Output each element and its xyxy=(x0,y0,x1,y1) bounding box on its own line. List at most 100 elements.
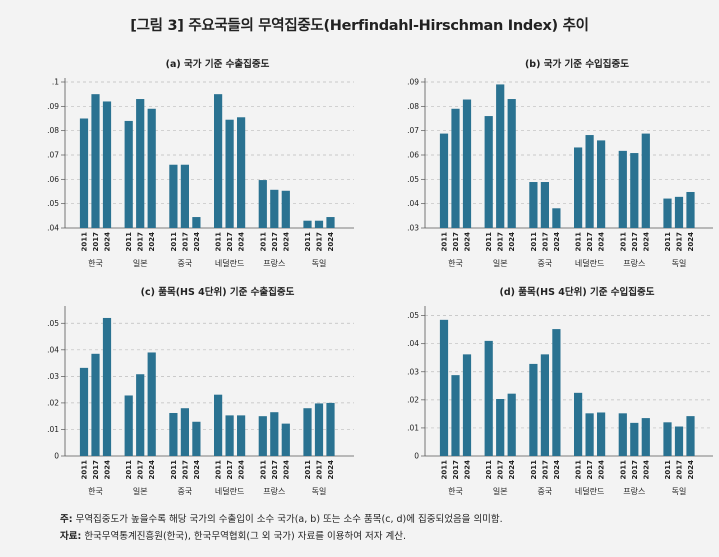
chart-b-bar xyxy=(574,147,583,228)
chart-b-ytick-label: .07 xyxy=(407,126,419,135)
chart-d-year-label: 2017 xyxy=(586,460,594,480)
chart-a-bar xyxy=(102,101,112,228)
chart-b-year-label: 2024 xyxy=(464,232,472,252)
chart-d-bar xyxy=(484,340,493,456)
chart-b-year-label: 2024 xyxy=(687,232,695,252)
chart-a-year-label: 2011 xyxy=(125,232,133,252)
chart-b-bar xyxy=(484,116,493,228)
chart-a-bar xyxy=(326,217,335,228)
chart-c-ytick-label: .02 xyxy=(47,398,59,407)
chart-a-year-label: 2024 xyxy=(238,232,246,252)
chart-c-year-label: 2017 xyxy=(271,460,279,480)
chart-b-year-label: 2011 xyxy=(664,232,672,252)
chart-c-bar xyxy=(303,408,312,456)
chart-d-ytick-label: 0 xyxy=(414,452,419,461)
chart-c-bar xyxy=(314,403,324,456)
chart-b-bar xyxy=(462,99,472,228)
chart-c-year-label: 2017 xyxy=(92,460,100,480)
chart-b-year-label: 2017 xyxy=(586,232,594,252)
chart-a-bar xyxy=(91,94,100,228)
chart-b-bar xyxy=(585,135,594,228)
chart-b-bar xyxy=(618,150,627,228)
chart-a-bar xyxy=(180,164,189,228)
chart-a-ytick-label: .04 xyxy=(47,224,59,233)
chart-b-bar xyxy=(540,182,549,228)
chart-a-year-label: 2017 xyxy=(181,232,189,252)
chart-c-year-label: 2017 xyxy=(226,460,234,480)
chart-b-category-label: 일본 xyxy=(493,259,508,268)
chart-a-year-label: 2011 xyxy=(170,232,178,252)
chart-a-category-label: 독일 xyxy=(312,259,327,268)
chart-a-bar xyxy=(124,120,133,228)
chart-d-year-label: 2024 xyxy=(687,460,695,480)
chart-b-year-label: 2011 xyxy=(485,232,493,252)
chart-a-ytick-label: .07 xyxy=(47,151,59,160)
chart-c-year-label: 2011 xyxy=(170,460,178,480)
chart-c-category-label: 네덜란드 xyxy=(215,486,244,496)
chart-a-ytick-label: .06 xyxy=(47,175,59,184)
chart-c-bar xyxy=(180,408,189,456)
chart-c-bar xyxy=(102,317,112,456)
chart-c-bar xyxy=(258,416,267,456)
chart-b-year-label: 2024 xyxy=(642,232,650,252)
chart-d-bar xyxy=(585,413,594,456)
chart-a-bar xyxy=(270,189,279,228)
chart-b-category-label: 네덜란드 xyxy=(575,258,604,268)
chart-b-year-label: 2011 xyxy=(530,232,538,252)
chart-a-year-label: 2024 xyxy=(104,232,112,252)
chart-c-year-label: 2011 xyxy=(304,460,312,480)
chart-b-ytick-label: .05 xyxy=(407,175,419,184)
chart-c-category-label: 프랑스 xyxy=(263,486,285,496)
chart-a-bar xyxy=(214,94,223,228)
chart-c-year-label: 2024 xyxy=(104,460,112,480)
chart-a-bar xyxy=(281,190,290,228)
chart-a-bar xyxy=(258,180,267,228)
chart-d-ytick-label: .02 xyxy=(407,395,419,404)
chart-d-year-label: 2017 xyxy=(452,460,460,480)
chart-d-year-label: 2011 xyxy=(441,460,449,480)
source-label: 자료: xyxy=(60,531,82,542)
panel-d-import-concentration-by-product: (d) 품목(HS 4단위) 기준 수입집중도 0 .01 .02 .03 .04 .05 2… xyxy=(360,278,719,503)
chart-d-svg: (d) 품목(HS 4단위) 기준 수입집중도 0 .01 .02 .03 .04 .05 2… xyxy=(407,286,713,496)
chart-c-bar xyxy=(136,374,145,456)
chart-b-ytick-label: .04 xyxy=(407,199,419,208)
chart-a-year-label: 2011 xyxy=(304,232,312,252)
chart-d-bar xyxy=(540,354,549,456)
chart-c-bar xyxy=(225,415,234,456)
chart-b-category-label: 프랑스 xyxy=(623,258,645,268)
chart-b-year-label: 2024 xyxy=(508,232,516,252)
chart-c-year-label: 2024 xyxy=(148,460,156,480)
chart-b-year-label: 2024 xyxy=(598,232,606,252)
chart-a-ytick-label: .08 xyxy=(47,126,59,135)
chart-d-ytick-label: .03 xyxy=(407,367,419,376)
chart-d-category-label: 독일 xyxy=(672,487,687,496)
chart-a-bar xyxy=(192,217,201,228)
chart-d-bar xyxy=(597,412,606,456)
chart-b-category-label: 한국 xyxy=(448,259,463,268)
chart-d-year-label: 2011 xyxy=(664,460,672,480)
chart-c-svg: (c) 품목(HS 4단위) 기준 수출집중도 0 .01 .02 .03 .04 .05 2… xyxy=(47,286,354,496)
chart-c-year-label: 2017 xyxy=(137,460,145,480)
chart-c-bar xyxy=(281,423,290,456)
chart-d-ytick-label: .05 xyxy=(407,311,419,320)
chart-a-ytick-label: .1 xyxy=(52,78,59,87)
chart-b-year-label: 2011 xyxy=(575,232,583,252)
chart-d-year-label: 2024 xyxy=(508,460,516,480)
source-text: 한국무역통계진흥원(한국), 한국무역협회(그 외 국가) 자료를 이용하여 저… xyxy=(84,531,406,542)
chart-d-bar xyxy=(462,354,472,456)
chart-b-bar xyxy=(529,182,538,228)
chart-d-bar xyxy=(630,422,639,456)
chart-b-bar xyxy=(663,198,672,228)
chart-a-year-label: 2011 xyxy=(259,232,267,252)
chart-a-year-label: 2024 xyxy=(282,232,290,252)
chart-d-year-label: 2024 xyxy=(553,460,561,480)
chart-a-year-label: 2024 xyxy=(148,232,156,252)
chart-c-bar xyxy=(91,353,100,456)
chart-a-bar xyxy=(147,108,156,228)
chart-a-bar xyxy=(237,117,246,228)
chart-a-year-label: 2024 xyxy=(193,232,201,252)
chart-b-year-label: 2011 xyxy=(441,232,449,252)
chart-a-bar xyxy=(79,118,89,228)
chart-d-bar xyxy=(451,375,460,456)
